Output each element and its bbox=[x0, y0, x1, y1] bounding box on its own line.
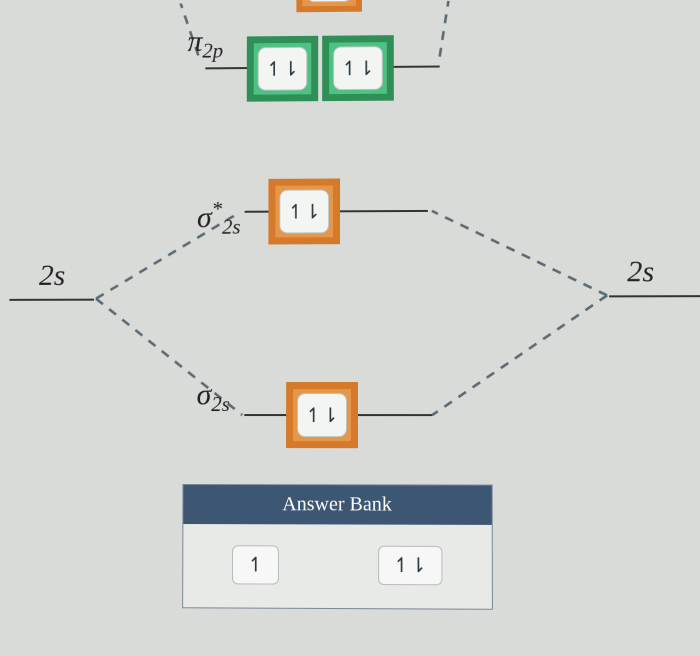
pi-2p-orbital-right[interactable]: ↿⇂ bbox=[322, 35, 394, 101]
answer-bank-body: ↿ ↿⇂ bbox=[183, 524, 492, 606]
sigma-subscript: 2s bbox=[211, 392, 230, 416]
right-2s-level bbox=[609, 295, 700, 297]
sigma-2s-label: σ2s bbox=[197, 378, 230, 417]
sigma-star-subscript: 2s bbox=[222, 215, 241, 239]
pi-symbol: π bbox=[188, 25, 203, 58]
sigma-2s-orbital[interactable]: ↿⇂ bbox=[286, 382, 358, 448]
answer-bank: Answer Bank ↿ ↿⇂ bbox=[182, 484, 493, 610]
electron-slot bbox=[306, 0, 352, 2]
pi-2p-label: π2p bbox=[188, 25, 224, 64]
sigma-symbol-2: σ bbox=[197, 378, 212, 411]
right-2s-label: 2s bbox=[627, 255, 654, 289]
electron-slot: ↿⇂ bbox=[297, 393, 347, 437]
left-2s-level bbox=[9, 299, 94, 301]
mo-diagram: π2p σ*2s σ2s 2s 2s ↿⇂ ↿⇂ ↿⇂ ↿⇂ Answer Ba… bbox=[2, 0, 700, 656]
answer-chip-pair[interactable]: ↿⇂ bbox=[378, 545, 442, 585]
orbital-box-cutoff[interactable] bbox=[296, 0, 362, 12]
left-2s-label: 2s bbox=[39, 259, 65, 293]
sigma-2s-star-label: σ*2s bbox=[197, 197, 241, 240]
answer-chip-single-up[interactable]: ↿ bbox=[232, 545, 279, 584]
electron-slot: ↿⇂ bbox=[333, 46, 383, 90]
sigma-symbol: σ bbox=[197, 201, 212, 234]
electron-slot: ↿⇂ bbox=[279, 189, 329, 233]
electron-slot: ↿⇂ bbox=[258, 47, 308, 91]
pi-2p-orbital-left[interactable]: ↿⇂ bbox=[247, 36, 318, 102]
answer-bank-title: Answer Bank bbox=[183, 485, 491, 525]
pi-subscript: 2p bbox=[202, 39, 223, 63]
sigma-2s-star-orbital[interactable]: ↿⇂ bbox=[268, 178, 340, 244]
